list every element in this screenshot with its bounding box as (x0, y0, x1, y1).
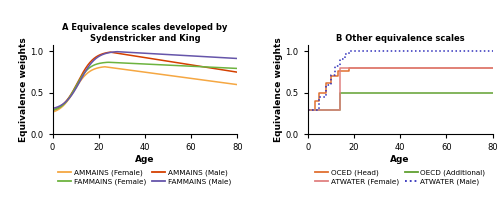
Y-axis label: Equivalence weights: Equivalence weights (18, 37, 28, 142)
Title: B Other equivalence scales: B Other equivalence scales (336, 34, 464, 43)
Legend: OCED (Head), ATWATER (Female), OECD (Additional), ATWATER (Male): OCED (Head), ATWATER (Female), OECD (Add… (314, 169, 486, 185)
X-axis label: Age: Age (390, 155, 410, 164)
Title: A Equivalence scales developed by
Sydenstricker and King: A Equivalence scales developed by Sydens… (62, 23, 228, 43)
Legend: AMMAINS (Female), FAMMAINS (Female), AMMAINS (Male), FAMMAINS (Male): AMMAINS (Female), FAMMAINS (Female), AMM… (58, 169, 232, 185)
Y-axis label: Equivalence weights: Equivalence weights (274, 37, 282, 142)
X-axis label: Age: Age (135, 155, 154, 164)
